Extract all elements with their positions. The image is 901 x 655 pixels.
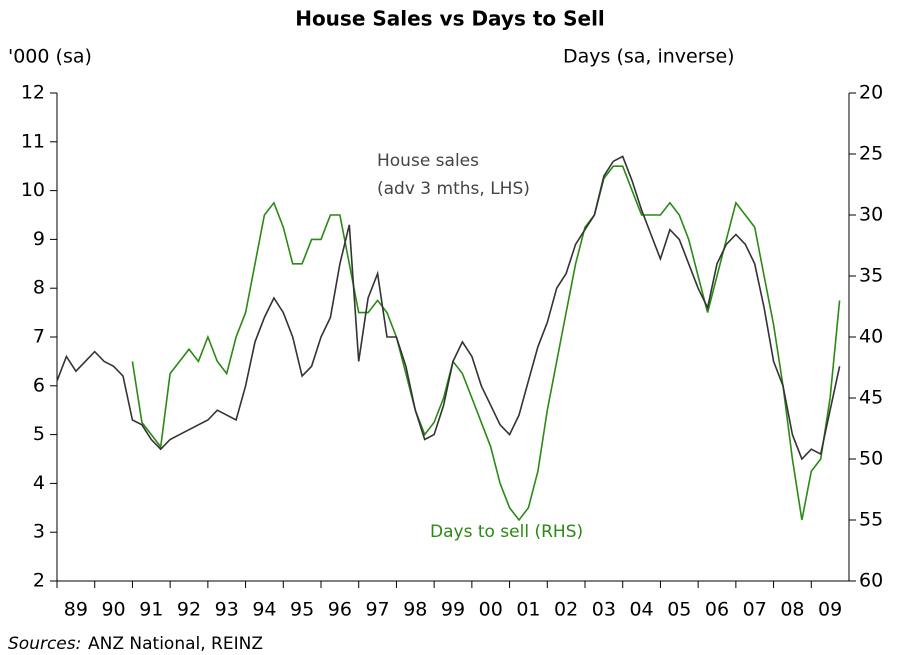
- x-tick-label: 92: [177, 599, 201, 621]
- x-tick-label: 93: [215, 599, 239, 621]
- y2-tick-label: 55: [859, 509, 883, 531]
- y-tick-label: 10: [21, 179, 45, 201]
- y2-tick-label: 30: [859, 204, 883, 226]
- annotation: (adv 3 mths, LHS): [377, 179, 530, 199]
- y-tick-label: 5: [33, 423, 45, 445]
- x-tick-label: 91: [139, 599, 163, 621]
- y2-axis-label: Days (sa, inverse): [563, 46, 735, 68]
- chart-title: House Sales vs Days to Sell: [295, 7, 605, 31]
- x-tick-label: 02: [554, 599, 578, 621]
- x-tick-label: 94: [252, 599, 276, 621]
- y-tick-label: 3: [33, 521, 45, 543]
- y2-tick-label: 40: [859, 326, 883, 348]
- y2-tick-label: 35: [859, 265, 883, 287]
- y-tick-label: 11: [21, 130, 45, 152]
- x-tick-label: 90: [101, 599, 125, 621]
- y2-tick-label: 60: [859, 570, 883, 592]
- x-tick-label: 08: [780, 599, 804, 621]
- y-axis-label: '000 (sa): [8, 46, 92, 68]
- y-tick-label: 2: [33, 570, 45, 592]
- x-tick-label: 06: [705, 599, 729, 621]
- x-tick-label: 98: [403, 599, 427, 621]
- x-tick-label: 07: [743, 599, 767, 621]
- source-label: Sources:: [8, 634, 81, 654]
- x-tick-label: 89: [64, 599, 88, 621]
- x-tick-label: 00: [479, 599, 503, 621]
- y-tick-label: 9: [33, 228, 45, 250]
- x-tick-label: 97: [365, 599, 389, 621]
- y-tick-label: 12: [21, 82, 45, 104]
- x-tick-label: 99: [441, 599, 465, 621]
- x-tick-label: 95: [290, 599, 314, 621]
- y2-tick-label: 50: [859, 448, 883, 470]
- source: ANZ National, REINZ: [88, 634, 263, 654]
- x-tick-label: 04: [629, 599, 653, 621]
- y-tick-label: 4: [33, 472, 45, 494]
- x-tick-label: 01: [516, 599, 540, 621]
- y2-tick-label: 45: [859, 387, 883, 409]
- y-tick-label: 6: [33, 374, 45, 396]
- y2-tick-label: 20: [859, 82, 883, 104]
- annotation: House sales: [377, 151, 479, 171]
- x-tick-label: 05: [667, 599, 691, 621]
- annotation: Days to sell (RHS): [430, 522, 583, 542]
- x-tick-label: 09: [818, 599, 842, 621]
- y2-tick-label: 25: [859, 143, 883, 165]
- x-tick-label: 03: [592, 599, 616, 621]
- series-line: [56, 155, 841, 461]
- x-tick-label: 96: [328, 599, 352, 621]
- y-tick-label: 8: [33, 277, 45, 299]
- y-tick-label: 7: [33, 326, 45, 348]
- series-line: [131, 165, 841, 522]
